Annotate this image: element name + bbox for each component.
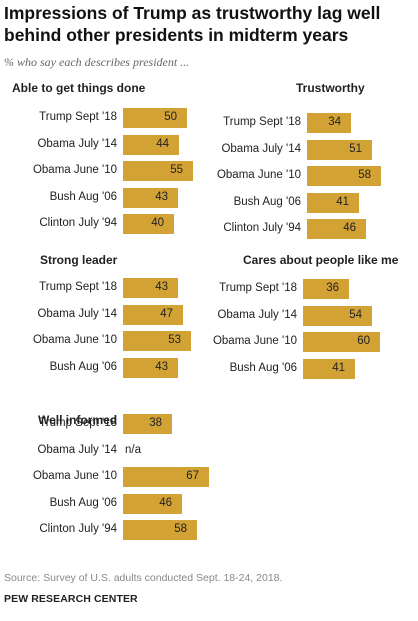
category-label: Obama June '10 bbox=[32, 164, 117, 176]
bar bbox=[123, 414, 172, 434]
bar-value-label: 50 bbox=[164, 111, 177, 123]
bar-value-label: 47 bbox=[160, 307, 173, 320]
bar bbox=[303, 332, 380, 352]
bar bbox=[123, 108, 187, 128]
bar-value-label: 43 bbox=[155, 281, 168, 293]
bar bbox=[123, 520, 197, 540]
category-label: Obama June '10 bbox=[32, 470, 117, 482]
bar-value-label: 46 bbox=[343, 222, 356, 234]
category-label: Obama July '14 bbox=[221, 142, 301, 155]
bar-value-label: 67 bbox=[186, 470, 199, 482]
bar bbox=[307, 219, 366, 239]
bar-value-label: 40 bbox=[151, 217, 164, 229]
bar-value-label: 58 bbox=[358, 169, 371, 181]
org-credit: PEW RESEARCH CENTER bbox=[4, 593, 138, 605]
bar-value-label: 41 bbox=[336, 195, 349, 208]
bar bbox=[123, 331, 191, 351]
bar bbox=[123, 357, 178, 378]
bar bbox=[123, 161, 193, 181]
category-label: Obama July '14 bbox=[37, 307, 117, 320]
category-label: Obama June '10 bbox=[212, 335, 297, 347]
bar bbox=[123, 467, 209, 487]
bar bbox=[123, 214, 174, 234]
category-label: Trump Sept '18 bbox=[219, 282, 297, 294]
bar bbox=[123, 304, 183, 325]
bar bbox=[307, 139, 372, 160]
panel-title: Trustworthy bbox=[296, 81, 365, 95]
category-label: Obama July '14 bbox=[37, 443, 117, 456]
category-label: Trump Sept '18 bbox=[223, 116, 301, 128]
panel-title: Able to get things done bbox=[12, 81, 146, 95]
category-label: Obama July '14 bbox=[217, 308, 297, 321]
category-label: Clinton July '94 bbox=[39, 217, 117, 229]
bar-value-label: 54 bbox=[349, 308, 362, 321]
category-label: Bush Aug '06 bbox=[49, 360, 117, 373]
category-label: Bush Aug '06 bbox=[49, 190, 117, 203]
bar bbox=[307, 113, 351, 133]
bar-value-label: 43 bbox=[155, 190, 168, 203]
bar-value-label: 38 bbox=[149, 417, 162, 429]
chart-title: Impressions of Trump as trustworthy lag … bbox=[4, 3, 381, 45]
category-label: Clinton July '94 bbox=[223, 222, 301, 234]
category-label: Obama June '10 bbox=[216, 169, 301, 181]
bar-value-label: 53 bbox=[168, 334, 181, 346]
bar-value-label: 41 bbox=[332, 361, 345, 374]
category-label: Clinton July '94 bbox=[39, 523, 117, 535]
category-label: Trump Sept '18 bbox=[39, 111, 117, 123]
bar-value-label: 58 bbox=[174, 523, 187, 535]
category-label: Bush Aug '06 bbox=[233, 195, 301, 208]
bar bbox=[123, 493, 182, 514]
panel-title: Cares about people like me bbox=[243, 253, 399, 267]
bar bbox=[123, 134, 179, 155]
panel-title: Strong leader bbox=[40, 253, 118, 267]
bar bbox=[307, 192, 359, 213]
bar-value-label: 44 bbox=[156, 137, 169, 150]
panel-title: Well informed bbox=[38, 413, 118, 427]
chart-subtitle: % who say each describes president ... bbox=[4, 55, 190, 69]
bar bbox=[303, 305, 372, 326]
category-label: Trump Sept '18 bbox=[39, 281, 117, 293]
bar-value-label: 46 bbox=[159, 496, 172, 509]
category-label: Bush Aug '06 bbox=[229, 361, 297, 374]
na-label: n/a bbox=[125, 443, 141, 456]
bar bbox=[303, 279, 349, 299]
bar-value-label: 55 bbox=[170, 164, 183, 176]
bar bbox=[123, 278, 178, 298]
category-label: Trump Sept '18 bbox=[39, 417, 117, 429]
source-note: Source: Survey of U.S. adults conducted … bbox=[4, 572, 283, 584]
bar bbox=[123, 187, 178, 208]
category-label: Obama July '14 bbox=[37, 137, 117, 150]
category-label: Bush Aug '06 bbox=[49, 496, 117, 509]
bar bbox=[303, 358, 355, 379]
category-label: Obama June '10 bbox=[32, 334, 117, 346]
bar-value-label: 34 bbox=[328, 116, 341, 128]
bar-value-label: 36 bbox=[326, 282, 339, 294]
bar-value-label: 51 bbox=[349, 142, 362, 155]
bar-value-label: 43 bbox=[155, 360, 168, 373]
bar-value-label: 60 bbox=[357, 335, 370, 347]
bar bbox=[307, 166, 381, 186]
